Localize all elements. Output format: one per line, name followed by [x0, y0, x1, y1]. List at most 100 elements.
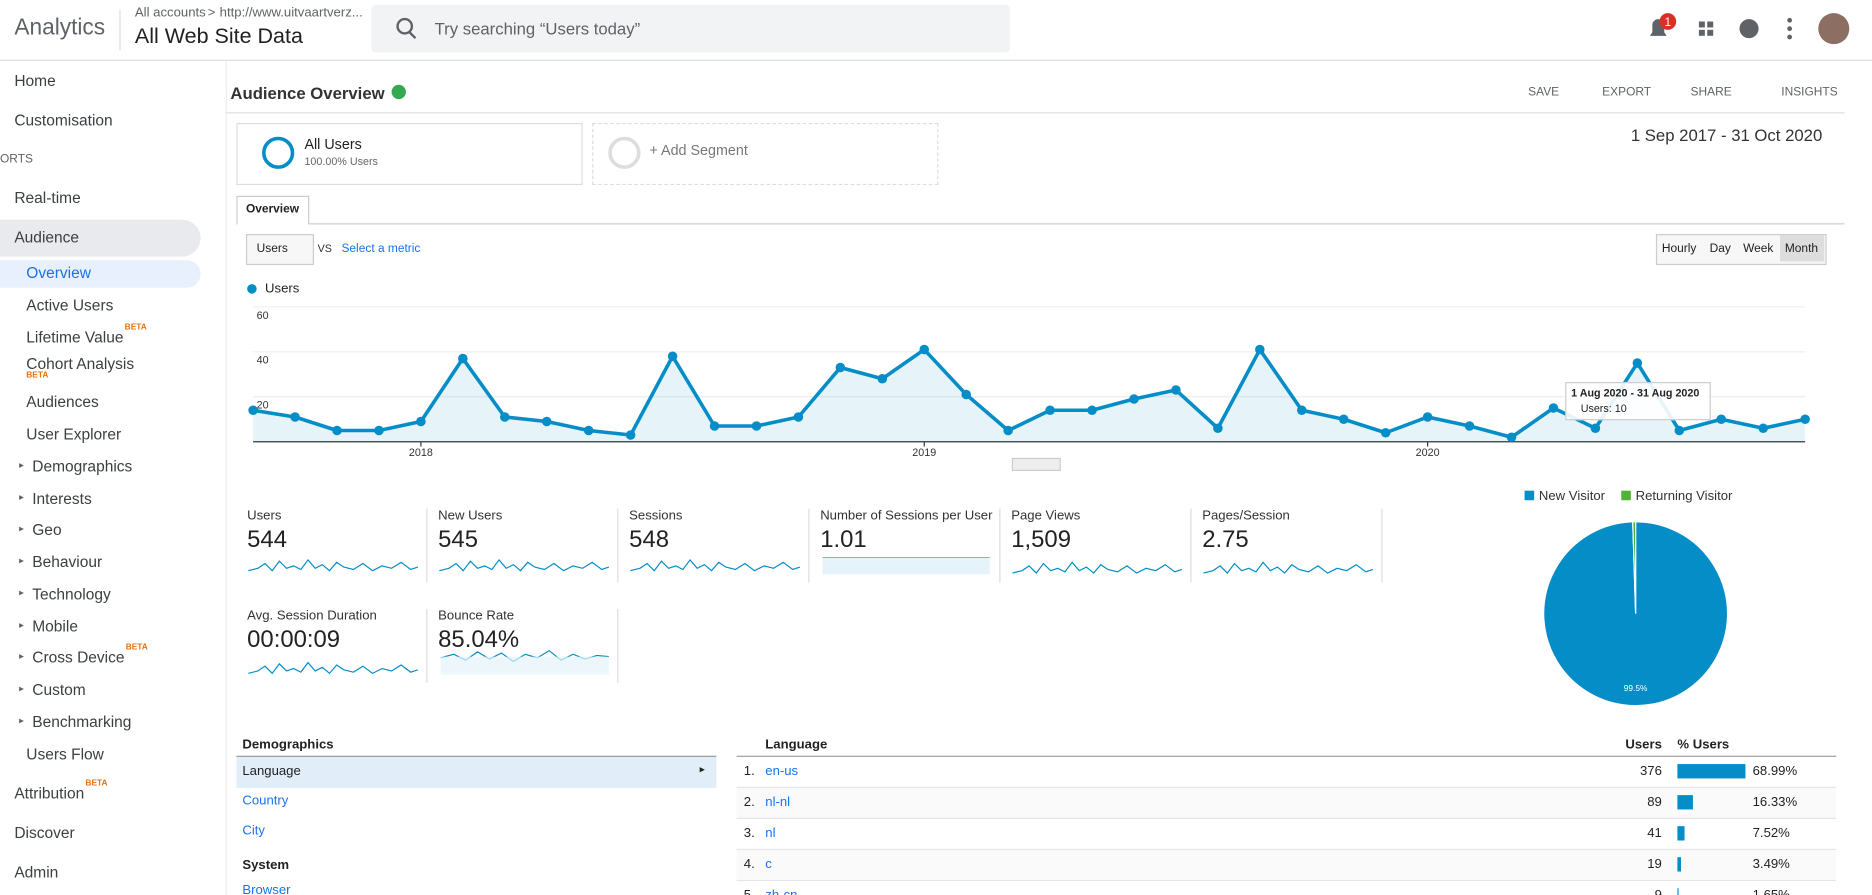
point	[416, 416, 426, 427]
action-insights[interactable]: INSIGHTS	[1781, 85, 1838, 100]
sidebar-item[interactable]: Overview	[26, 263, 91, 282]
system-title: System	[242, 858, 290, 873]
granularity-button[interactable]: Day	[1709, 242, 1731, 256]
segment-icon	[262, 136, 295, 169]
point	[625, 430, 636, 440]
sidebar-item[interactable]: Users Flow	[26, 744, 104, 763]
granularity-button[interactable]: Week	[1743, 242, 1774, 256]
y-tick-label: 40	[257, 355, 269, 367]
action-save[interactable]: SAVE	[1528, 85, 1560, 100]
divider	[225, 112, 1845, 114]
sidebar-item[interactable]: Behaviour	[32, 552, 103, 571]
action-share[interactable]: SHARE	[1690, 85, 1732, 100]
row-rank: 5.	[744, 888, 755, 895]
demographics-item[interactable]: Language	[242, 764, 301, 779]
metric-dropdown[interactable]	[245, 234, 314, 266]
sidebar-item[interactable]: Custom	[32, 680, 86, 699]
pct-bar	[1677, 888, 1680, 895]
sidebar-item[interactable]: Interests	[32, 489, 92, 508]
search-placeholder: Try searching “Users today”	[434, 19, 641, 39]
sidebar-item[interactable]: Lifetime Value	[26, 328, 124, 347]
divider	[426, 608, 428, 683]
row-users: 376	[1639, 764, 1662, 779]
legend-marker	[1524, 490, 1535, 501]
segment-card[interactable]	[236, 122, 583, 186]
breadcrumb[interactable]: All accounts	[134, 5, 206, 21]
metric-label: Users	[247, 508, 282, 523]
sidebar-item[interactable]: Cross Device	[32, 648, 125, 667]
row-pct: 1.65%	[1753, 888, 1790, 895]
action-export[interactable]: EXPORT	[1602, 85, 1652, 100]
sidebar-item[interactable]: Demographics	[32, 457, 133, 476]
beta-badge: BETA	[26, 371, 49, 380]
column-header: Language	[765, 737, 828, 753]
date-range[interactable]: 1 Sep 2017 - 31 Oct 2020	[1630, 125, 1823, 145]
granularity-button[interactable]: Hourly	[1661, 242, 1697, 256]
search-icon	[396, 17, 414, 35]
demographics-item[interactable]: Country	[242, 793, 289, 809]
resize-handle[interactable]	[1011, 457, 1061, 471]
sidebar-item[interactable]: Active Users	[26, 296, 114, 314]
point	[1380, 427, 1391, 438]
sidebar-item[interactable]: Mobile	[32, 617, 78, 636]
report-title: Audience Overview	[230, 83, 385, 103]
row-name[interactable]: nl	[765, 826, 776, 841]
sidebar-item[interactable]: Audience	[14, 228, 80, 246]
row-name[interactable]: zh-cn	[765, 888, 797, 895]
divider	[1190, 508, 1192, 583]
avatar[interactable]	[1818, 13, 1850, 45]
table-row	[736, 819, 1837, 851]
divider	[617, 508, 619, 583]
demographics-item[interactable]: City	[242, 823, 265, 839]
search-box[interactable]	[371, 4, 1011, 53]
sparklines	[247, 556, 1374, 674]
select-metric[interactable]: Select a metric	[341, 242, 421, 256]
row-pct: 7.52%	[1752, 826, 1790, 841]
apps-icon[interactable]	[1698, 21, 1714, 36]
table-row	[736, 756, 1837, 788]
sidebar-item[interactable]: Discover	[14, 823, 75, 842]
point	[500, 412, 510, 422]
point	[877, 374, 888, 384]
chevron: ▸	[699, 762, 706, 775]
row-name[interactable]: nl-nl	[765, 795, 791, 810]
y-tick-label: 60	[257, 310, 269, 322]
sidebar-item[interactable]: Technology	[32, 585, 111, 603]
divider	[999, 508, 1001, 583]
divider	[119, 9, 121, 51]
table-row	[736, 850, 1837, 882]
sidebar-item[interactable]: Cohort Analysis	[26, 354, 135, 373]
point	[1045, 405, 1055, 416]
granularity-button[interactable]: Month	[1784, 242, 1819, 256]
system-item[interactable]: Browser	[242, 883, 291, 895]
metric-value: 85.04%	[438, 626, 520, 654]
row-name[interactable]: c	[765, 857, 772, 872]
sidebar-item[interactable]: Customisation	[14, 111, 113, 129]
add-segment[interactable]	[592, 122, 939, 186]
more-icon[interactable]	[1787, 17, 1793, 40]
metric-value: 1,509	[1011, 526, 1071, 553]
beta-badge: BETA	[125, 643, 148, 652]
metric-value: 2.75	[1202, 526, 1249, 553]
segment-name: All Users	[304, 136, 362, 153]
sidebar-item[interactable]: User Explorer	[26, 425, 122, 443]
sidebar-item[interactable]: Audiences	[26, 392, 99, 411]
view-selector[interactable]: All Web Site Data	[134, 23, 303, 48]
tab[interactable]	[236, 195, 310, 225]
property[interactable]: http://www.uitvaartverz...	[219, 5, 363, 21]
row-name[interactable]: en-us	[765, 764, 799, 779]
search-icon	[408, 31, 417, 40]
sidebar-item[interactable]: Admin	[14, 863, 59, 882]
sidebar-item[interactable]: Home	[14, 71, 56, 90]
sidebar-item[interactable]: Attribution	[14, 784, 85, 803]
column-header: % Users	[1677, 737, 1730, 753]
caret: ▸	[19, 682, 24, 694]
point	[1213, 423, 1223, 434]
metric-label: New Users	[438, 508, 503, 523]
sidebar-item[interactable]: Real-time	[14, 188, 81, 207]
sidebar-item[interactable]: Benchmarking	[32, 712, 132, 731]
sidebar-item[interactable]: Geo	[32, 520, 62, 539]
pct-bar	[1677, 764, 1746, 779]
point	[1297, 405, 1307, 416]
help-icon[interactable]	[1739, 19, 1759, 39]
